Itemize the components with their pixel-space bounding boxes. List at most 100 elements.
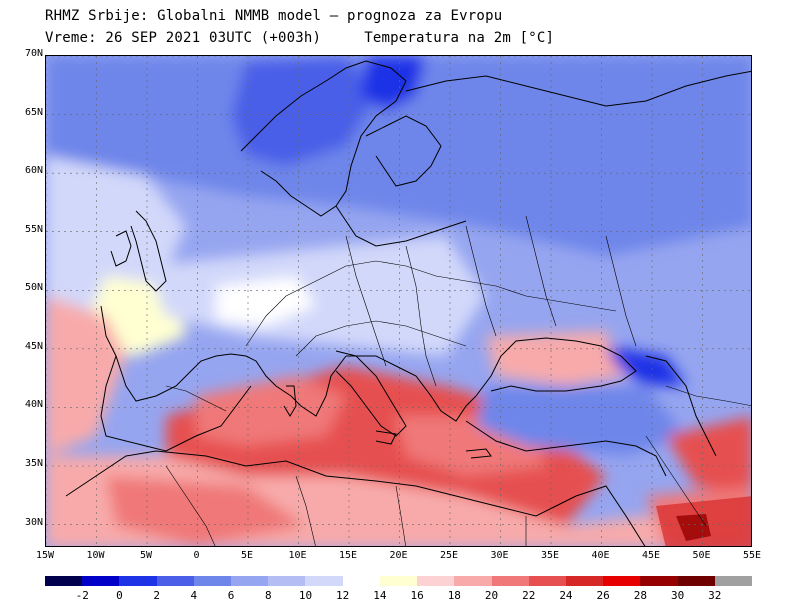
colorbar-swatch xyxy=(193,576,232,586)
sicily-coast xyxy=(375,430,397,445)
scandinavia-coast xyxy=(240,60,407,217)
lon-tick-label: 40E xyxy=(591,550,610,561)
border-line-3 xyxy=(345,235,387,367)
colorbar-swatch xyxy=(603,576,641,586)
border-line-2 xyxy=(295,320,467,357)
lat-tick-label: 50N xyxy=(24,282,43,294)
colorbar-swatch xyxy=(565,576,604,586)
colorbar-label: 2 xyxy=(153,589,160,602)
colorbar-swatch xyxy=(305,576,344,586)
colorbar-label: 30 xyxy=(670,589,685,602)
colorbar-swatch xyxy=(156,576,195,586)
black-sea-coast xyxy=(475,337,637,397)
colorbar-label: 14 xyxy=(373,589,387,602)
western-europe-coast xyxy=(100,305,347,417)
colorbar-swatch xyxy=(45,576,83,586)
lat-tick-label: 70N xyxy=(24,48,43,59)
iran-warm-region xyxy=(666,416,751,496)
lon-tick-label: 55E xyxy=(742,550,762,561)
scandinavia-cold-region xyxy=(231,56,376,166)
border-line-10 xyxy=(295,475,316,546)
lon-tick-label: 0 xyxy=(193,550,200,561)
colorbar-swatch xyxy=(231,576,269,586)
colorbar-swatch xyxy=(342,576,381,586)
lat-tick-label: 60N xyxy=(24,165,43,177)
morocco-algeria-region xyxy=(106,476,306,546)
colorbar-swatch xyxy=(640,576,679,586)
colorbar-label: 4 xyxy=(190,589,198,602)
border-line-5 xyxy=(465,225,497,337)
great-britain-coast xyxy=(130,210,167,292)
lon-tick-label: 15E xyxy=(338,550,358,561)
lat-tick-label: 65N xyxy=(24,106,43,118)
map-title-line2: Vreme: 26 SEP 2021 03UTC (+003h) Tempera… xyxy=(45,30,555,46)
lon-tick-label: 45E xyxy=(641,550,661,561)
border-line-7 xyxy=(605,235,637,347)
colorbar-swatch xyxy=(714,576,753,586)
levant-coast xyxy=(575,485,646,546)
lon-tick-label: 30E xyxy=(490,550,509,561)
coastlines xyxy=(65,60,751,546)
map-title-line1: RHMZ Srbije: Globalni NMMB model — progn… xyxy=(45,8,503,24)
france-germany-region xyxy=(216,276,316,326)
lon-tick-label: 15W xyxy=(35,550,55,561)
graticule xyxy=(46,56,751,546)
russia-cold-region xyxy=(546,66,751,206)
colorbar-swatch xyxy=(417,576,455,586)
lon-tick-label: 5E xyxy=(240,550,254,561)
lon-tick-label: 25E xyxy=(439,550,459,561)
colorbar-swatch xyxy=(379,576,418,586)
map-canvas xyxy=(46,56,751,546)
border-line-1 xyxy=(245,260,617,347)
lat-tick-label: 30N xyxy=(24,516,43,528)
temperature-map xyxy=(45,55,752,547)
north-africa-coast xyxy=(65,450,577,517)
arctic-coast xyxy=(405,70,751,107)
colorbar-swatch xyxy=(491,576,530,586)
colorbar-swatch xyxy=(119,576,158,586)
border-line-11 xyxy=(395,485,406,546)
baltic-south-coast xyxy=(335,205,467,247)
colorbar-label: 26 xyxy=(596,589,610,602)
lon-tick-label: 10E xyxy=(288,550,307,561)
caspian-coast xyxy=(645,355,717,457)
border-line-4 xyxy=(405,245,437,387)
central-europe-region xyxy=(146,236,486,356)
lat-tick-label: 45N xyxy=(24,340,43,352)
temperature-field xyxy=(46,56,751,546)
black-sea-region xyxy=(486,331,626,386)
border-line-9 xyxy=(165,465,216,546)
finland-baltic-coast xyxy=(365,115,442,187)
adriatic-balkans-coast xyxy=(346,355,477,422)
anatolia-cold-region xyxy=(476,386,686,456)
colorbar-swatch xyxy=(268,576,306,586)
colorbar-label: 16 xyxy=(410,589,424,602)
colorbar-label: 32 xyxy=(708,589,722,602)
lon-tick-label: 10W xyxy=(86,550,105,561)
colorbar-label: 24 xyxy=(559,589,573,602)
colorbar-label: 10 xyxy=(298,589,313,602)
lapland-cold-region xyxy=(361,56,426,111)
lon-tick-label: 5W xyxy=(139,550,153,561)
colorbar-swatch xyxy=(454,576,493,586)
border-line-6 xyxy=(525,215,557,327)
west-med-region xyxy=(196,376,346,446)
ireland-coast xyxy=(110,230,132,267)
country-borders xyxy=(165,215,751,546)
temperature-colorbar xyxy=(45,576,753,586)
colorbar-label: -2 xyxy=(75,589,89,602)
colorbar-label: 28 xyxy=(633,589,647,602)
border-line-14 xyxy=(665,385,751,406)
corsica-sardinia-coast xyxy=(283,385,297,417)
anatolia-coast xyxy=(465,420,667,477)
colorbar-label: 12 xyxy=(336,589,350,602)
colorbar-swatch xyxy=(528,576,567,586)
caucasus-cold-region xyxy=(606,346,686,386)
lat-tick-label: 55N xyxy=(24,223,43,235)
lon-tick-label: 20E xyxy=(389,550,408,561)
lon-tick-label: 50E xyxy=(692,550,711,561)
colorbar-label: 22 xyxy=(522,589,536,602)
border-line-13 xyxy=(645,435,707,527)
colorbar-label: 6 xyxy=(227,589,235,602)
iberia-coast xyxy=(100,355,252,452)
